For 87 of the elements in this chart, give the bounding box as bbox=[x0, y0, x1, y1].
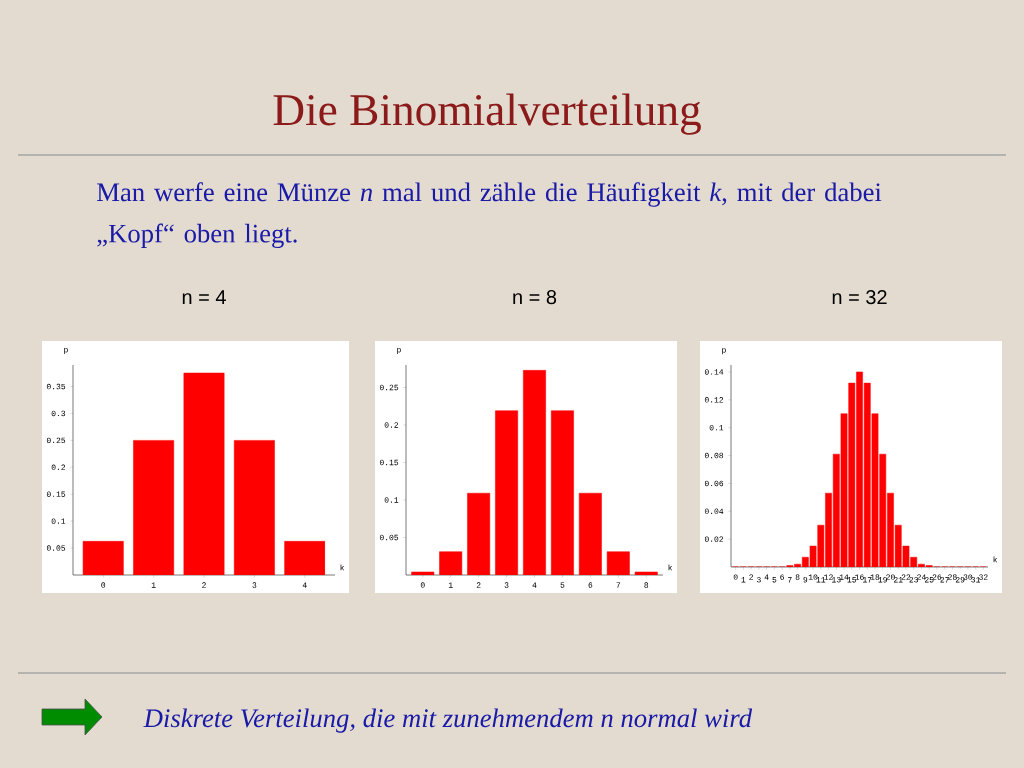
chart-title: n = 8 bbox=[513, 290, 557, 305]
y-tick-label: 0.25 bbox=[379, 384, 399, 391]
x-tick-label: 11 bbox=[816, 577, 826, 583]
x-tick-label: 15 bbox=[847, 577, 857, 583]
x-tick-label: 2 bbox=[476, 582, 481, 588]
x-tick-label: 6 bbox=[780, 574, 784, 580]
x-tick-label: 3 bbox=[252, 582, 257, 588]
bar bbox=[523, 369, 546, 575]
x-tick-label: 8 bbox=[644, 582, 649, 588]
y-tick-label: 0.25 bbox=[46, 437, 66, 444]
y-tick-label: 0.02 bbox=[704, 536, 724, 542]
x-tick-label: 18 bbox=[870, 574, 880, 580]
y-tick-label: 0.1 bbox=[709, 424, 724, 431]
x-tick-label: 14 bbox=[839, 574, 849, 580]
x-tick-label: 2 bbox=[749, 574, 753, 580]
x-axis-title: k bbox=[668, 564, 673, 571]
y-tick-label: 0.06 bbox=[704, 480, 724, 487]
y-tick-label: 0.15 bbox=[379, 459, 399, 466]
x-tick-label: 25 bbox=[924, 577, 934, 583]
x-tick-label: 4 bbox=[302, 582, 307, 588]
x-tick-label: 10 bbox=[808, 574, 818, 580]
x-tick-label: 21 bbox=[893, 577, 903, 583]
x-tick-label: 27 bbox=[940, 577, 949, 583]
y-tick-label: 0.12 bbox=[704, 397, 724, 403]
chart-title: n = 4 bbox=[182, 290, 226, 304]
x-tick-label: 28 bbox=[948, 574, 957, 580]
x-axis-title: k bbox=[993, 556, 998, 563]
x-tick-label: 7 bbox=[788, 577, 792, 583]
bar bbox=[578, 492, 602, 575]
text: Diskrete Verteilung, die mit zunehmendem n normal wird bbox=[143, 708, 753, 733]
bar bbox=[439, 551, 463, 575]
y-axis-title: p bbox=[397, 348, 401, 354]
x-tick-label: 30 bbox=[963, 574, 973, 580]
x-tick-label: 12 bbox=[824, 574, 833, 580]
x-tick-label: 0 bbox=[101, 582, 106, 588]
y-tick-label: 0.05 bbox=[46, 545, 66, 551]
y-tick-label: 0.2 bbox=[51, 464, 66, 471]
x-tick-label: 13 bbox=[832, 577, 841, 583]
x-tick-label: 4 bbox=[532, 582, 537, 588]
y-tick-label: 0.3 bbox=[51, 410, 66, 417]
chart-title: n = 32 bbox=[832, 290, 887, 305]
bar bbox=[467, 492, 491, 575]
bar bbox=[550, 410, 574, 575]
bar bbox=[495, 410, 519, 575]
y-axis-title: p bbox=[64, 348, 68, 354]
x-tick-label: 0 bbox=[420, 582, 425, 588]
x-tick-label: 5 bbox=[772, 577, 777, 583]
x-tick-label: 0 bbox=[733, 574, 738, 580]
text: Man werfe eine Münze n mal und zähle die Häufigkeit k, mit der dabei „Kopf“ oben liegt. bbox=[97, 182, 882, 249]
x-tick-label: 29 bbox=[955, 577, 965, 583]
x-tick-label: 1 bbox=[448, 582, 453, 588]
x-tick-label: 2 bbox=[202, 582, 206, 588]
y-tick-label: 0.1 bbox=[384, 497, 399, 503]
y-tick-label: 0.1 bbox=[51, 518, 66, 524]
x-tick-label: 26 bbox=[932, 574, 942, 580]
text: Die Binomialverteilung bbox=[273, 93, 701, 135]
y-tick-label: 0.15 bbox=[46, 491, 66, 497]
x-tick-label: 3 bbox=[504, 582, 509, 588]
x-tick-label: 22 bbox=[901, 574, 911, 580]
x-tick-label: 19 bbox=[878, 577, 887, 583]
x-tick-label: 8 bbox=[795, 574, 800, 580]
bar bbox=[606, 551, 630, 575]
x-tick-label: 3 bbox=[756, 577, 761, 583]
x-tick-label: 7 bbox=[616, 582, 621, 588]
x-tick-label: 31 bbox=[971, 577, 981, 583]
y-tick-label: 0.14 bbox=[704, 369, 724, 375]
x-tick-label: 5 bbox=[560, 582, 565, 588]
x-tick-label: 17 bbox=[863, 577, 872, 583]
x-tick-label: 9 bbox=[803, 577, 808, 583]
x-axis-title: k bbox=[340, 564, 345, 571]
x-tick-label: 23 bbox=[909, 577, 919, 583]
x-tick-label: 32 bbox=[979, 574, 988, 580]
x-tick-label: 16 bbox=[855, 574, 864, 580]
y-axis-title: p bbox=[722, 348, 726, 355]
x-tick-label: 24 bbox=[917, 574, 926, 580]
x-tick-label: 4 bbox=[764, 574, 769, 580]
bar bbox=[411, 571, 435, 575]
x-tick-label: 1 bbox=[741, 577, 746, 583]
y-tick-label: 0.04 bbox=[704, 508, 724, 514]
x-tick-label: 6 bbox=[588, 582, 593, 588]
y-tick-label: 0.35 bbox=[46, 383, 66, 390]
x-tick-label: 1 bbox=[151, 582, 156, 588]
y-tick-label: 0.2 bbox=[384, 422, 399, 428]
bar bbox=[634, 571, 658, 575]
y-tick-label: 0.05 bbox=[379, 534, 399, 541]
y-tick-label: 0.08 bbox=[704, 452, 724, 459]
x-tick-label: 20 bbox=[886, 574, 895, 580]
